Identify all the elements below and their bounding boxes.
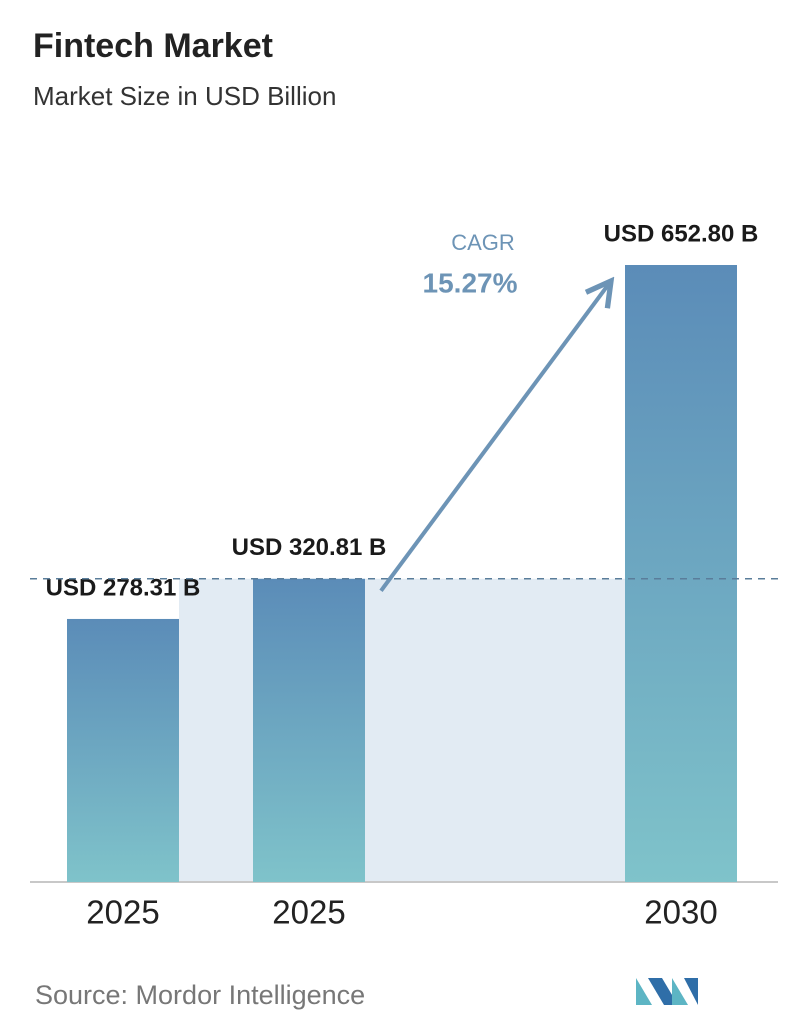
reference-shade — [179, 578, 625, 882]
cagr-value: 15.27% — [423, 267, 518, 298]
logo — [636, 978, 698, 1005]
chart-subtitle: Market Size in USD Billion — [33, 81, 336, 111]
bar — [625, 265, 737, 882]
cagr-arrow — [379, 281, 611, 592]
bar — [67, 618, 179, 882]
x-tick-label: 2025 — [86, 894, 159, 931]
x-tick-label: 2030 — [644, 894, 717, 931]
value-label: USD 320.81 B — [232, 534, 387, 561]
cagr-label: CAGR — [451, 230, 515, 255]
source: Source: Mordor Intelligence — [35, 980, 365, 1010]
bar — [253, 578, 365, 882]
value-label: USD 652.80 B — [604, 220, 759, 247]
x-tick-label: 2025 — [272, 894, 345, 931]
chart-title: Fintech Market — [33, 27, 273, 65]
